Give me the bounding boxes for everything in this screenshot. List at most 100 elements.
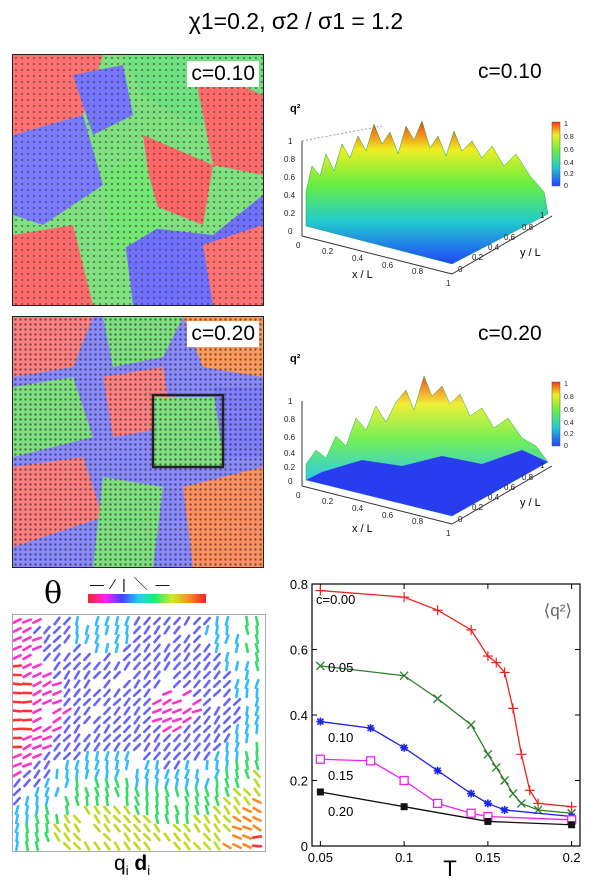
director-dash (124, 615, 130, 627)
director-dash (13, 787, 22, 797)
director-dash (64, 777, 70, 789)
director-dash (143, 670, 151, 680)
data-point (484, 817, 492, 825)
director-dash (55, 813, 59, 825)
director-dash (142, 751, 152, 761)
director-dash (193, 679, 201, 689)
orientation-field (12, 614, 266, 852)
figure-title: χ1=0.2, σ2 / σ1 = 1.2 (188, 8, 404, 34)
director-dash (103, 670, 111, 680)
director-dash (225, 741, 229, 753)
director-dash (165, 795, 169, 807)
director-dash (245, 615, 249, 627)
director-dash (13, 778, 21, 788)
director-dash (73, 661, 81, 671)
data-point (524, 785, 535, 796)
director-dash (14, 813, 20, 825)
director-dash (74, 615, 80, 627)
surface-c020-label: c=0.20 (478, 322, 542, 345)
director-dash (213, 841, 221, 851)
director-dash (192, 634, 202, 644)
director-dash (192, 616, 202, 626)
colorbar-c020 (551, 381, 561, 447)
director-dash (215, 624, 219, 636)
director-dash (143, 652, 151, 662)
director-dash (183, 841, 191, 851)
director-dash (203, 751, 211, 761)
director-dash (123, 679, 131, 689)
director-dash (31, 744, 43, 750)
director-dash (22, 735, 32, 741)
svg-text:0: 0 (458, 515, 463, 524)
director-dash (52, 726, 62, 732)
svg-text:1: 1 (564, 121, 568, 128)
director-dash (103, 724, 111, 734)
surface-c020-ylabel: y / L (520, 497, 541, 509)
director-dash (194, 804, 200, 816)
x-tick-label: 0.1 (395, 850, 413, 865)
director-dash (182, 661, 192, 671)
director-dash (35, 795, 39, 807)
director-dash (151, 708, 163, 714)
director-dash (154, 786, 160, 798)
director-dash (44, 786, 50, 798)
director-dash (24, 840, 30, 851)
data-point (365, 756, 376, 766)
director-dash (234, 723, 240, 735)
director-dash (171, 708, 183, 714)
svg-text:1: 1 (446, 279, 451, 288)
director-dash (73, 697, 81, 707)
director-dash (114, 777, 120, 789)
director-dash (222, 842, 232, 850)
director-dash (41, 735, 53, 741)
director-dash (105, 768, 109, 780)
director-dash (173, 661, 181, 671)
director-dash (72, 652, 82, 662)
svg-text:0.2: 0.2 (284, 209, 296, 218)
director-dash (133, 823, 141, 833)
director-dash (255, 687, 259, 699)
director-dash (155, 795, 159, 807)
svg-text:0.4: 0.4 (352, 254, 364, 263)
data-point (500, 776, 510, 785)
director-dash (153, 643, 161, 653)
director-dash (153, 634, 161, 644)
director-dash (105, 759, 109, 771)
director-dash (34, 786, 40, 798)
director-dash (244, 678, 250, 690)
director-dash (83, 679, 91, 689)
director-dash (244, 624, 250, 636)
director-dash (113, 742, 121, 752)
director-dash (32, 689, 42, 697)
director-dash (52, 733, 62, 743)
director-dash (13, 753, 23, 759)
director-dash (213, 661, 221, 671)
director-dash (223, 688, 231, 698)
data-point (433, 766, 442, 775)
director-dash (135, 777, 139, 789)
director-dash (193, 643, 201, 653)
director-dash (32, 663, 42, 669)
director-dash (184, 759, 190, 771)
director-dash (63, 814, 71, 824)
director-dash (254, 714, 260, 726)
director-dash (103, 661, 111, 671)
svg-text:0.4: 0.4 (352, 504, 364, 513)
director-dash (142, 697, 152, 707)
director-dash (73, 706, 81, 716)
director-dash (234, 633, 240, 645)
snapshot-c010-label: c=0.10 (187, 61, 259, 87)
director-dash (63, 697, 71, 707)
director-dash (182, 716, 192, 724)
svg-text:0.6: 0.6 (382, 261, 394, 270)
director-dash (254, 615, 260, 627)
director-dash (83, 841, 91, 851)
director-dash (203, 742, 211, 752)
director-dash (83, 652, 91, 662)
director-dash (102, 733, 112, 743)
director-dash (125, 777, 129, 789)
director-dash (192, 841, 202, 851)
director-dash (13, 654, 22, 660)
director-dash (63, 652, 71, 662)
director-dash (223, 805, 231, 815)
